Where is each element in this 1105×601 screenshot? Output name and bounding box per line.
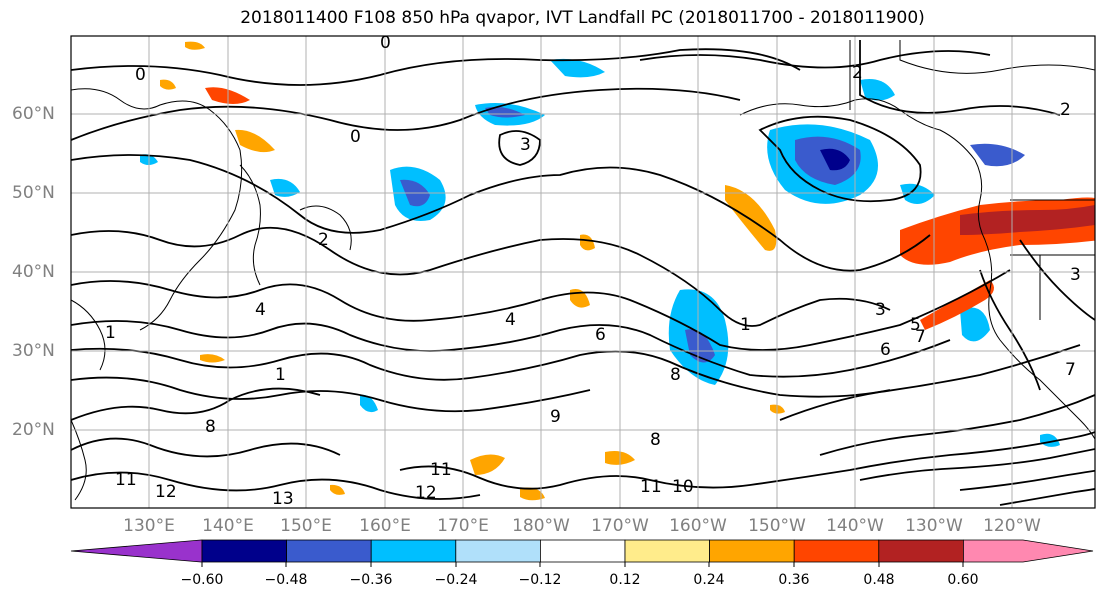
colorbar-tick-label: 0.48 <box>863 572 895 588</box>
contour-label: 2 <box>1060 100 1071 120</box>
map-title: 2018011400 F108 850 hPa qvapor, IVT Land… <box>240 8 925 28</box>
contour-label: 0 <box>380 33 391 53</box>
contour-label: 9 <box>550 407 561 427</box>
contour-label: 0 <box>135 65 146 85</box>
contour-label: 3 <box>875 300 886 320</box>
colorbar-tick-label: −0.36 <box>349 572 393 588</box>
contour-label: 1 <box>105 323 116 343</box>
contour-label: 0 <box>350 127 361 147</box>
lat-label-40n: 40°N <box>12 262 55 282</box>
contour-label: 11 <box>640 477 662 497</box>
lon-label-170e: 170°E <box>437 516 489 536</box>
lon-label-120w: 120°W <box>983 516 1041 536</box>
contour-label: 8 <box>670 365 681 385</box>
lon-label-180w: 180°W <box>512 516 570 536</box>
map-panel: 0 0 0 2 2 2 3 3 3 4 4 1 1 1 5 6 6 7 7 8 … <box>70 33 1096 509</box>
contour-label: 7 <box>915 327 926 347</box>
contour-label: 12 <box>415 483 437 503</box>
colorbar-tick-label: 0.36 <box>778 572 810 588</box>
lon-label-150e: 150°E <box>280 516 332 536</box>
map-frame <box>70 35 1096 509</box>
contour-label: 7 <box>1065 360 1076 380</box>
lat-label-60n: 60°N <box>12 104 55 124</box>
lon-label-170w: 170°W <box>591 516 649 536</box>
lon-label-130e: 130°E <box>123 516 175 536</box>
colorbar-tick-label: −0.48 <box>264 572 308 588</box>
colorbar-tick-label: −0.12 <box>518 572 562 588</box>
lon-label-150w: 150°W <box>748 516 806 536</box>
colorbar-tick-label: −0.60 <box>180 572 224 588</box>
lat-label-50n: 50°N <box>12 183 55 203</box>
contour-label: 6 <box>595 325 606 345</box>
contour-label: 5 <box>910 315 921 335</box>
lon-label-140w: 140°W <box>826 516 884 536</box>
colorbar-tick-label: 0.60 <box>947 572 979 588</box>
contour-label: 13 <box>272 489 294 509</box>
contour-label: 6 <box>880 340 891 360</box>
contour-label: 4 <box>505 310 516 330</box>
contour-label: 3 <box>520 135 531 155</box>
graticule <box>71 36 1095 508</box>
contour-label: 11 <box>430 460 452 480</box>
contour-label: 1 <box>275 365 286 385</box>
colorbar-tick-label: 0.24 <box>693 572 725 588</box>
contour-label: 2 <box>852 63 863 83</box>
colorbar-tick-label: 0.12 <box>609 572 641 588</box>
contour-label: 12 <box>155 482 177 502</box>
lon-label-130w: 130°W <box>905 516 963 536</box>
colorbar-ticks <box>201 562 964 567</box>
contour-label: 8 <box>650 430 661 450</box>
contour-label: 10 <box>672 477 694 497</box>
lat-label-30n: 30°N <box>12 341 55 361</box>
qvapor-shading <box>140 41 1095 501</box>
contour-label: 1 <box>740 315 751 335</box>
lon-label-140e: 140°E <box>202 516 254 536</box>
contour-label: 11 <box>115 470 137 490</box>
contour-label: 4 <box>255 300 266 320</box>
contour-labels: 0 0 0 2 2 2 3 3 3 4 4 1 1 1 5 6 6 7 7 8 … <box>105 33 1081 509</box>
contour-label: 3 <box>1070 265 1081 285</box>
lon-label-160w: 160°W <box>669 516 727 536</box>
lat-label-20n: 20°N <box>12 420 55 440</box>
contour-label: 2 <box>318 230 329 250</box>
lon-label-160e: 160°E <box>359 516 411 536</box>
colorbar-tick-label: −0.24 <box>434 572 478 588</box>
contour-label: 8 <box>205 417 216 437</box>
